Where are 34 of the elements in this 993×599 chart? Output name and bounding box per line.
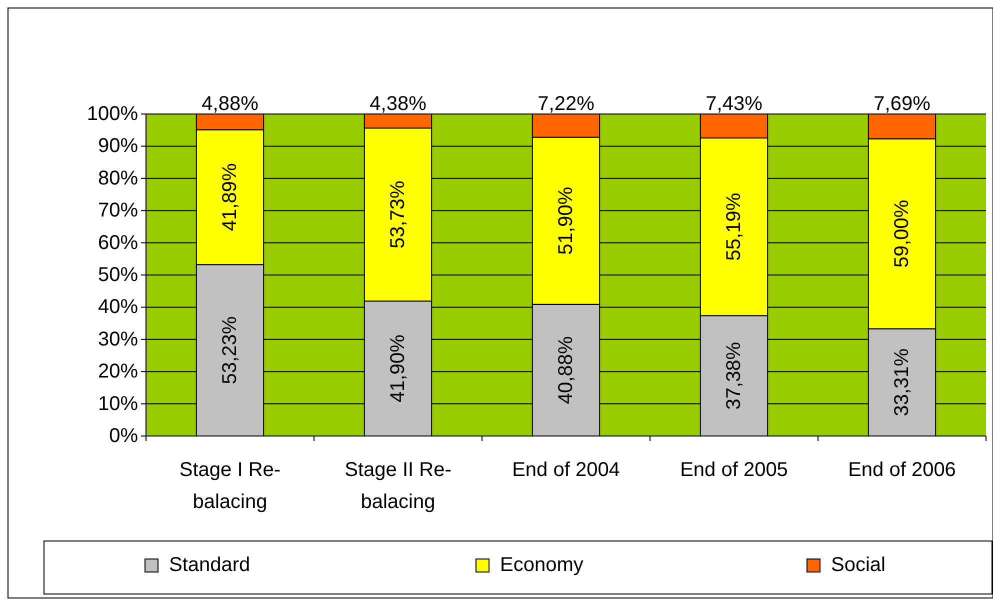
y-tick-label: 70% [98, 200, 138, 222]
data-label: 41,89% [219, 163, 241, 232]
y-tick-label: 0% [109, 425, 138, 447]
y-tick-label: 20% [98, 360, 138, 383]
legend-label: Standard [169, 554, 250, 576]
data-label: 7,43% [706, 93, 763, 115]
x-tick-label: Stage I Re-balacing [179, 459, 281, 513]
legend-label: Social [831, 554, 886, 576]
x-tick-label: End of 2004 [512, 459, 620, 481]
y-tick-label: 90% [98, 135, 138, 158]
data-label: 4,88% [202, 93, 259, 115]
y-tick-label: 30% [98, 328, 138, 350]
x-tick-label: Stage II Re-balacing [344, 459, 452, 513]
data-label: 33,31% [891, 348, 913, 416]
data-label: 4,38% [370, 92, 427, 115]
data-label: 55,19% [723, 192, 745, 261]
data-label: 41,90% [387, 334, 409, 402]
data-label: 53,23% [219, 316, 241, 384]
data-label: 40,88% [555, 336, 577, 404]
x-tick-label: End of 2006 [848, 459, 956, 481]
data-label: 7,22% [538, 93, 595, 115]
y-tick-label: 10% [98, 392, 138, 415]
legend-label: Economy [500, 554, 584, 576]
data-label: 59,00% [891, 200, 913, 268]
x-tick-label: End of 2005 [680, 459, 788, 481]
data-label: 53,73% [387, 180, 409, 248]
y-tick-label: 60% [98, 232, 138, 254]
y-tick-label: 40% [98, 296, 138, 318]
data-label: 51,90% [555, 186, 577, 255]
y-tick-label: 80% [98, 167, 138, 190]
y-tick-label: 100% [86, 103, 138, 125]
data-label: 7,69% [874, 93, 931, 115]
data-label: 37,38% [723, 342, 745, 410]
y-tick-label: 50% [98, 264, 138, 286]
